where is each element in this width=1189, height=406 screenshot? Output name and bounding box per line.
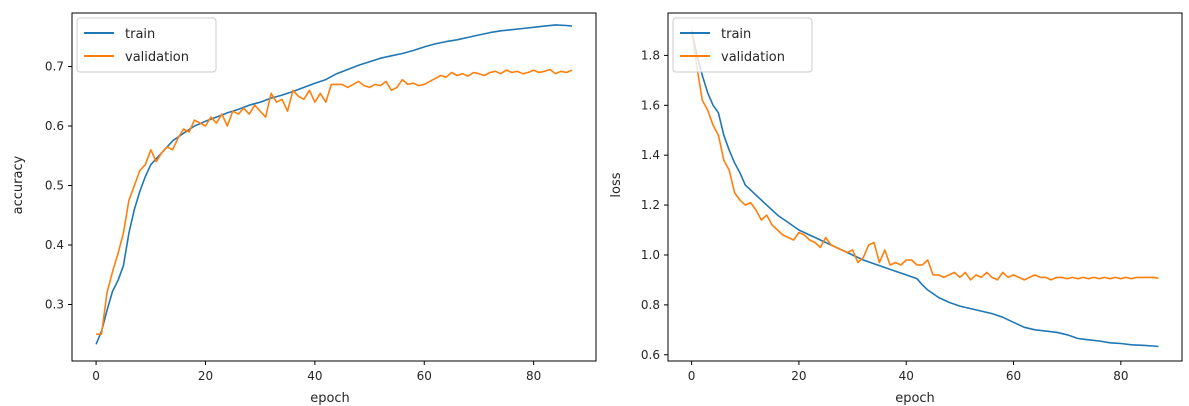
accuracy-x-tick-label: 0	[92, 369, 100, 383]
loss-legend-train-label: train	[721, 27, 751, 42]
loss-validation-line	[690, 30, 1159, 281]
accuracy-y-tick-label: 0.7	[45, 60, 64, 74]
loss-y-tick-label: 1.0	[641, 248, 660, 262]
accuracy-validation-line	[96, 68, 573, 336]
accuracy-x-tick-label: 40	[307, 369, 322, 383]
accuracy-y-axis-label: accuracy	[11, 155, 26, 214]
accuracy-legend-validation-label: validation	[125, 50, 189, 65]
accuracy-x-axis-label: epoch	[310, 391, 350, 406]
accuracy-x-tick-label: 80	[526, 369, 541, 383]
loss-x-tick-label: 20	[791, 369, 806, 383]
loss-y-tick-label: 1.8	[641, 48, 660, 62]
loss-x-tick-label: 40	[899, 369, 914, 383]
loss-y-tick-label: 0.8	[641, 298, 660, 312]
loss-y-axis-label: loss	[609, 172, 624, 197]
loss-y-tick-label: 0.6	[641, 348, 660, 362]
loss-train-line	[690, 30, 1159, 348]
loss-y-tick-label: 1.4	[641, 148, 660, 162]
accuracy-x-tick-label: 20	[198, 369, 213, 383]
loss-legend: train validation	[672, 17, 813, 73]
loss-x-tick-label: 0	[688, 369, 696, 383]
loss-legend-box	[672, 17, 813, 73]
loss-x-axis-label: epoch	[895, 391, 935, 406]
loss-legend-validation-label: validation	[721, 50, 785, 65]
loss-chart: epoch loss 0 20 40 60 80 0.6 0.8 1.0 1.2 1.4 1.6 1.…	[609, 12, 1183, 406]
accuracy-axes-frame	[71, 12, 597, 362]
accuracy-legend-train-label: train	[125, 27, 155, 42]
accuracy-train-line	[95, 24, 572, 345]
accuracy-y-tick-label: 0.6	[45, 119, 64, 133]
loss-x-tick-label: 60	[1006, 369, 1021, 383]
accuracy-chart: epoch accuracy 0 20 40 60 80 0.3 0.4 0.5 0.6 0.7 t…	[11, 12, 597, 406]
loss-y-tick-label: 1.6	[641, 98, 660, 112]
accuracy-legend-box	[76, 17, 217, 73]
accuracy-x-tick-label: 60	[417, 369, 432, 383]
loss-axes-frame	[667, 12, 1183, 362]
accuracy-y-tick-label: 0.5	[45, 179, 64, 193]
loss-y-tick-label: 1.2	[641, 198, 660, 212]
accuracy-legend: train validation	[76, 17, 217, 73]
loss-x-tick-label: 80	[1113, 369, 1128, 383]
accuracy-y-tick-label: 0.4	[45, 238, 64, 252]
accuracy-y-tick-label: 0.3	[45, 297, 64, 311]
